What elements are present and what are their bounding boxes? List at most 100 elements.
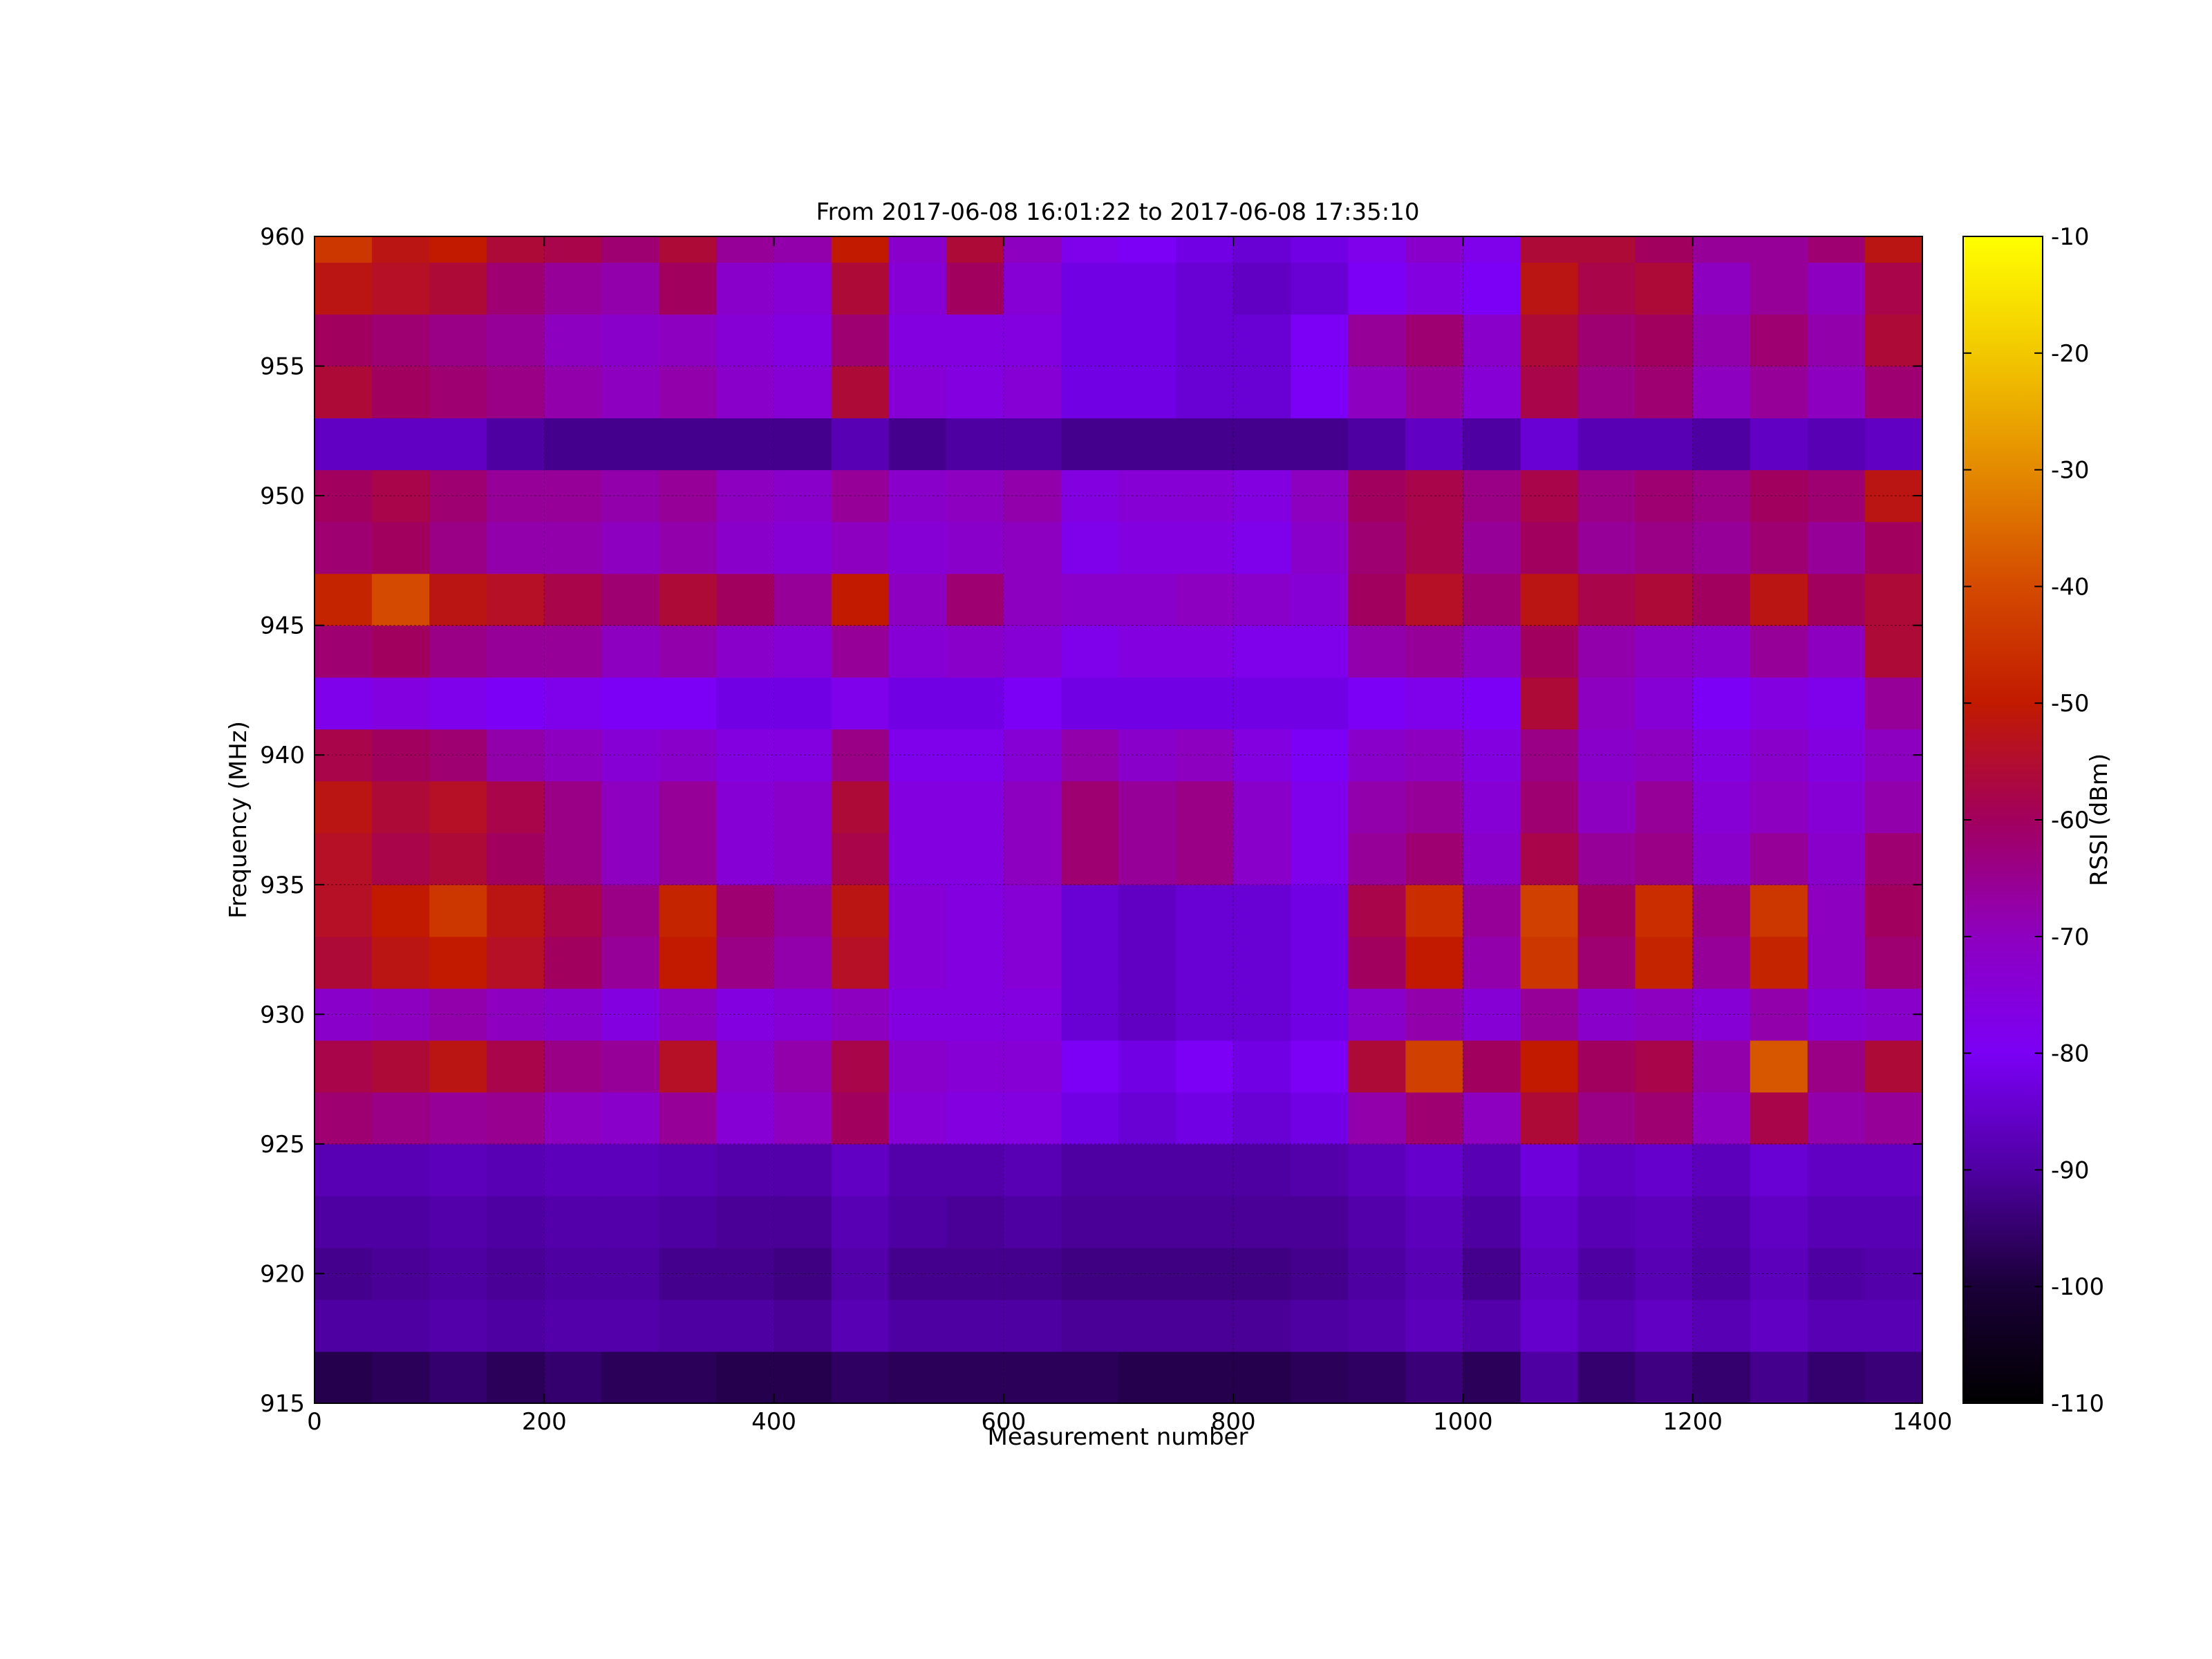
y-tick-label: 930	[260, 1001, 305, 1029]
heatmap-cell	[1635, 1040, 1694, 1093]
heatmap-cell	[888, 1195, 947, 1248]
heatmap-cell	[1176, 262, 1234, 315]
heatmap-cell	[1060, 832, 1119, 885]
heatmap-cell	[888, 314, 947, 367]
heatmap-cell	[1635, 418, 1694, 471]
heatmap-cells	[315, 236, 1923, 1404]
heatmap-cell	[1118, 988, 1177, 1041]
heatmap-cell	[372, 418, 430, 471]
heatmap-cell	[1118, 884, 1177, 937]
heatmap-cell	[429, 780, 487, 834]
heatmap-cell	[1577, 884, 1636, 937]
heatmap-cell	[774, 1299, 832, 1352]
heatmap-cell	[1348, 418, 1406, 471]
heatmap-cell	[1577, 236, 1636, 263]
heatmap-cell	[315, 521, 373, 574]
heatmap-cell	[1463, 884, 1521, 937]
heatmap-cell	[1577, 1040, 1636, 1093]
heatmap-cell	[487, 1299, 545, 1352]
heatmap-cell	[1233, 1351, 1291, 1404]
heatmap-cell	[1118, 262, 1177, 315]
heatmap-cell	[774, 366, 832, 419]
heatmap-cell	[1750, 936, 1808, 989]
heatmap-cell	[1692, 262, 1751, 315]
heatmap-cell	[1807, 884, 1866, 937]
heatmap-cell	[831, 418, 890, 471]
heatmap-cell	[1118, 1040, 1177, 1093]
heatmap-cell	[1060, 521, 1119, 574]
heatmap-cell	[1520, 573, 1579, 626]
y-tick-label: 955	[260, 353, 305, 381]
heatmap-cell	[888, 625, 947, 678]
heatmap-cell	[1118, 677, 1177, 730]
heatmap-cell	[1233, 936, 1291, 989]
heatmap-cell	[544, 780, 602, 834]
heatmap-cell	[774, 1091, 832, 1145]
heatmap-cell	[1118, 366, 1177, 419]
heatmap-cell	[1233, 1143, 1291, 1197]
heatmap-cell	[716, 262, 775, 315]
heatmap-cell	[429, 677, 487, 730]
heatmap-cell	[601, 936, 660, 989]
heatmap-cell	[1118, 418, 1177, 471]
heatmap-cell	[429, 936, 487, 989]
heatmap-cell	[888, 418, 947, 471]
heatmap-cell	[774, 469, 832, 523]
heatmap-cell	[888, 936, 947, 989]
heatmap-cell	[1463, 780, 1521, 834]
heatmap-cell	[1635, 573, 1694, 626]
heatmap-cell	[888, 780, 947, 834]
heatmap-cell	[1864, 1351, 1923, 1404]
heatmap-cell	[1807, 1091, 1866, 1145]
heatmap-cell	[1060, 1195, 1119, 1248]
heatmap-cell	[1060, 884, 1119, 937]
heatmap-cell	[1118, 236, 1177, 263]
heatmap-cell	[1348, 314, 1406, 367]
heatmap-cell	[1577, 677, 1636, 730]
heatmap-cell	[1176, 573, 1234, 626]
heatmap-cell	[315, 314, 373, 367]
colorbar-tick-label: -110	[2051, 1390, 2104, 1418]
heatmap-cell	[1348, 832, 1406, 885]
heatmap-cell	[716, 573, 775, 626]
heatmap-cell	[946, 1143, 1004, 1197]
heatmap-cell	[659, 884, 718, 937]
heatmap-cell	[831, 573, 890, 626]
heatmap-cell	[1348, 366, 1406, 419]
heatmap-cell	[1692, 780, 1751, 834]
heatmap-cell	[1692, 677, 1751, 730]
heatmap-cell	[888, 1040, 947, 1093]
heatmap-cell	[1291, 884, 1349, 937]
heatmap-cell	[831, 366, 890, 419]
heatmap-cell	[888, 521, 947, 574]
x-tick-label: 1000	[1433, 1408, 1493, 1436]
heatmap-cell	[544, 418, 602, 471]
heatmap-cell	[831, 884, 890, 937]
heatmap-cell	[1176, 988, 1234, 1041]
heatmap-cell	[1807, 521, 1866, 574]
heatmap-cell	[544, 625, 602, 678]
heatmap-cell	[1405, 832, 1464, 885]
colorbar-tick-label: -90	[2051, 1156, 2090, 1184]
heatmap-cell	[1348, 1091, 1406, 1145]
heatmap-cell	[1463, 1143, 1521, 1197]
heatmap-cell	[1864, 418, 1923, 471]
heatmap-cell	[1233, 1091, 1291, 1145]
heatmap-cell	[774, 573, 832, 626]
heatmap-cell	[659, 262, 718, 315]
heatmap-cell	[1176, 1247, 1234, 1300]
heatmap-cell	[1864, 1143, 1923, 1197]
y-axis: 915 920 925 930 935 940 945 950 955 960	[260, 223, 1922, 1418]
heatmap-cell	[372, 1351, 430, 1404]
heatmap-cell	[315, 573, 373, 626]
heatmap-cell	[831, 780, 890, 834]
heatmap-cell	[1233, 1195, 1291, 1248]
heatmap-cell	[946, 1091, 1004, 1145]
heatmap-cell	[774, 625, 832, 678]
heatmap-cell	[429, 521, 487, 574]
heatmap-cell	[1348, 625, 1406, 678]
heatmap-cell	[1348, 262, 1406, 315]
heatmap-cell	[1405, 1091, 1464, 1145]
heatmap-cell	[659, 1143, 718, 1197]
heatmap-cell	[1635, 884, 1694, 937]
